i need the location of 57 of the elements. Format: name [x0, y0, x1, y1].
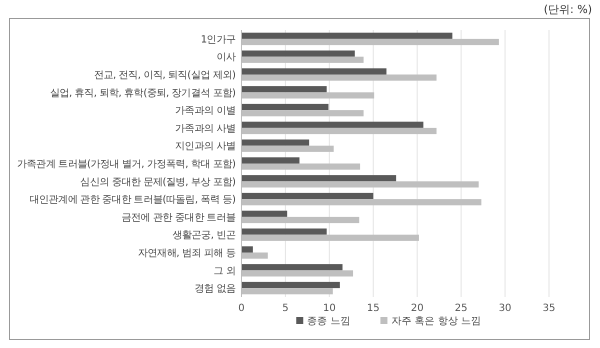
bar — [241, 288, 333, 294]
y-tick-label: 생활곤궁, 빈곤 — [172, 230, 236, 242]
bar — [241, 216, 360, 224]
y-tick-label: 그 외 — [213, 266, 236, 277]
x-tick-label: 25 — [454, 303, 468, 314]
bar — [241, 104, 328, 110]
bar — [241, 74, 437, 81]
y-tick-label: 자연재해, 범죄 피해 등 — [138, 248, 236, 259]
bar — [241, 199, 482, 206]
bar — [241, 86, 327, 92]
bar — [241, 252, 268, 259]
bar — [241, 192, 374, 200]
bar — [241, 146, 334, 152]
y-tick-label: 대인관계에 관한 중대한 트러블(따돌림, 폭력 등) — [29, 194, 236, 206]
bar — [241, 157, 300, 164]
y-tick-label: 가족관계 트러블(가정내 별거, 가정폭력, 학대 포함) — [17, 159, 236, 170]
bar — [241, 122, 424, 128]
y-tick-label: 심신의 중대한 문제(질병, 부상 포함) — [80, 176, 236, 188]
bar — [241, 264, 343, 270]
bar — [241, 140, 310, 146]
x-tick-label: 5 — [282, 303, 289, 314]
y-tick-label: 이사 — [216, 52, 236, 64]
y-tick-label: 실업, 휴직, 퇴학, 휴학(중퇴, 장기결석 포함) — [50, 88, 236, 99]
bar — [241, 282, 340, 288]
legend-label: 자주 혹은 항상 느낌 — [391, 316, 481, 327]
bar — [241, 128, 437, 134]
x-tick-label: 30 — [498, 303, 512, 314]
y-tick-label: 지인과의 사별 — [175, 141, 236, 152]
bar — [241, 56, 364, 63]
bar — [241, 228, 327, 235]
bar — [241, 181, 479, 188]
bar — [241, 210, 288, 217]
y-tick-label: 전교, 전직, 이직, 퇴직(실업 제외) — [94, 70, 236, 81]
bar — [241, 110, 364, 116]
y-tick-label: 가족과의 이별 — [175, 106, 236, 117]
bar — [241, 32, 452, 39]
bar — [241, 38, 499, 46]
bar — [241, 246, 253, 252]
plot: 0 5 10 15 20 25 30 35 1인가구 이사 전교, 전직, 이직, 퇴직(실업 제외) 실업, 휴직, 퇴학, 휴학(중퇴, 장기결석 포함) 가족과의 이별 가족과의 사별 지인과의 사별 가족관계 트러블(가정내 별거, 가정폭력, 학대 포함) 심신의 중대한 문제(질병, 부상 포함) 대인관계에 관한 중대한 트러블(따돌림, 폭력 등) 금전에 관한 중대한 트러블 생활곤궁, 빈곤 자연재해, 범죄 피해 등 그 외 경험 없음 — [17, 30, 556, 314]
x-tick-label: 35 — [542, 303, 556, 314]
bar — [241, 92, 374, 98]
y-tick-label: 1인가구 — [200, 34, 236, 46]
text: (단위: %) — [544, 3, 592, 16]
x-tick-label: 15 — [366, 303, 380, 314]
bar — [241, 175, 396, 182]
bar — [241, 164, 360, 170]
bar — [241, 270, 354, 276]
y-tick-label: 금전에 관한 중대한 트러블 — [122, 212, 236, 224]
bar — [241, 50, 355, 57]
x-tick-label: 0 — [238, 303, 245, 314]
bar — [241, 68, 386, 74]
y-tick-label: 경험 없음 — [194, 284, 236, 295]
x-tick-label: 10 — [322, 303, 336, 314]
legend-label: 종종 느낌 — [307, 316, 350, 327]
x-tick-label: 20 — [410, 303, 424, 314]
bar — [241, 234, 419, 241]
y-tick-label: 가족과의 사별 — [175, 123, 236, 134]
